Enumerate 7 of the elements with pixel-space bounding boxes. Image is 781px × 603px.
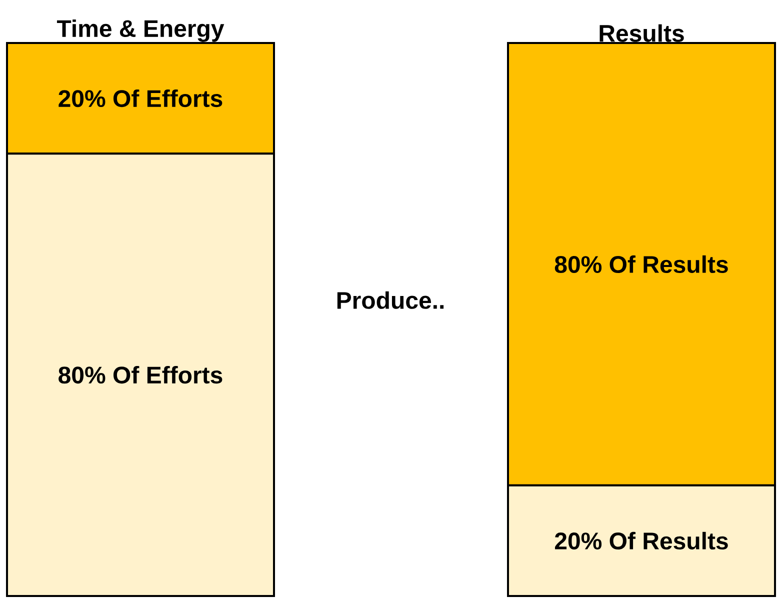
data-label: 20% Of Efforts <box>58 89 222 108</box>
data-label: 80% Of Efforts <box>58 366 222 384</box>
x-tick-label: Time & Energy <box>56 19 224 42</box>
data-label: 20% Of Results <box>554 532 728 550</box>
data-label: 80% Of Results <box>554 255 728 273</box>
x-tick-label: Results <box>600 24 684 42</box>
annotation: Produce.. <box>337 291 444 309</box>
